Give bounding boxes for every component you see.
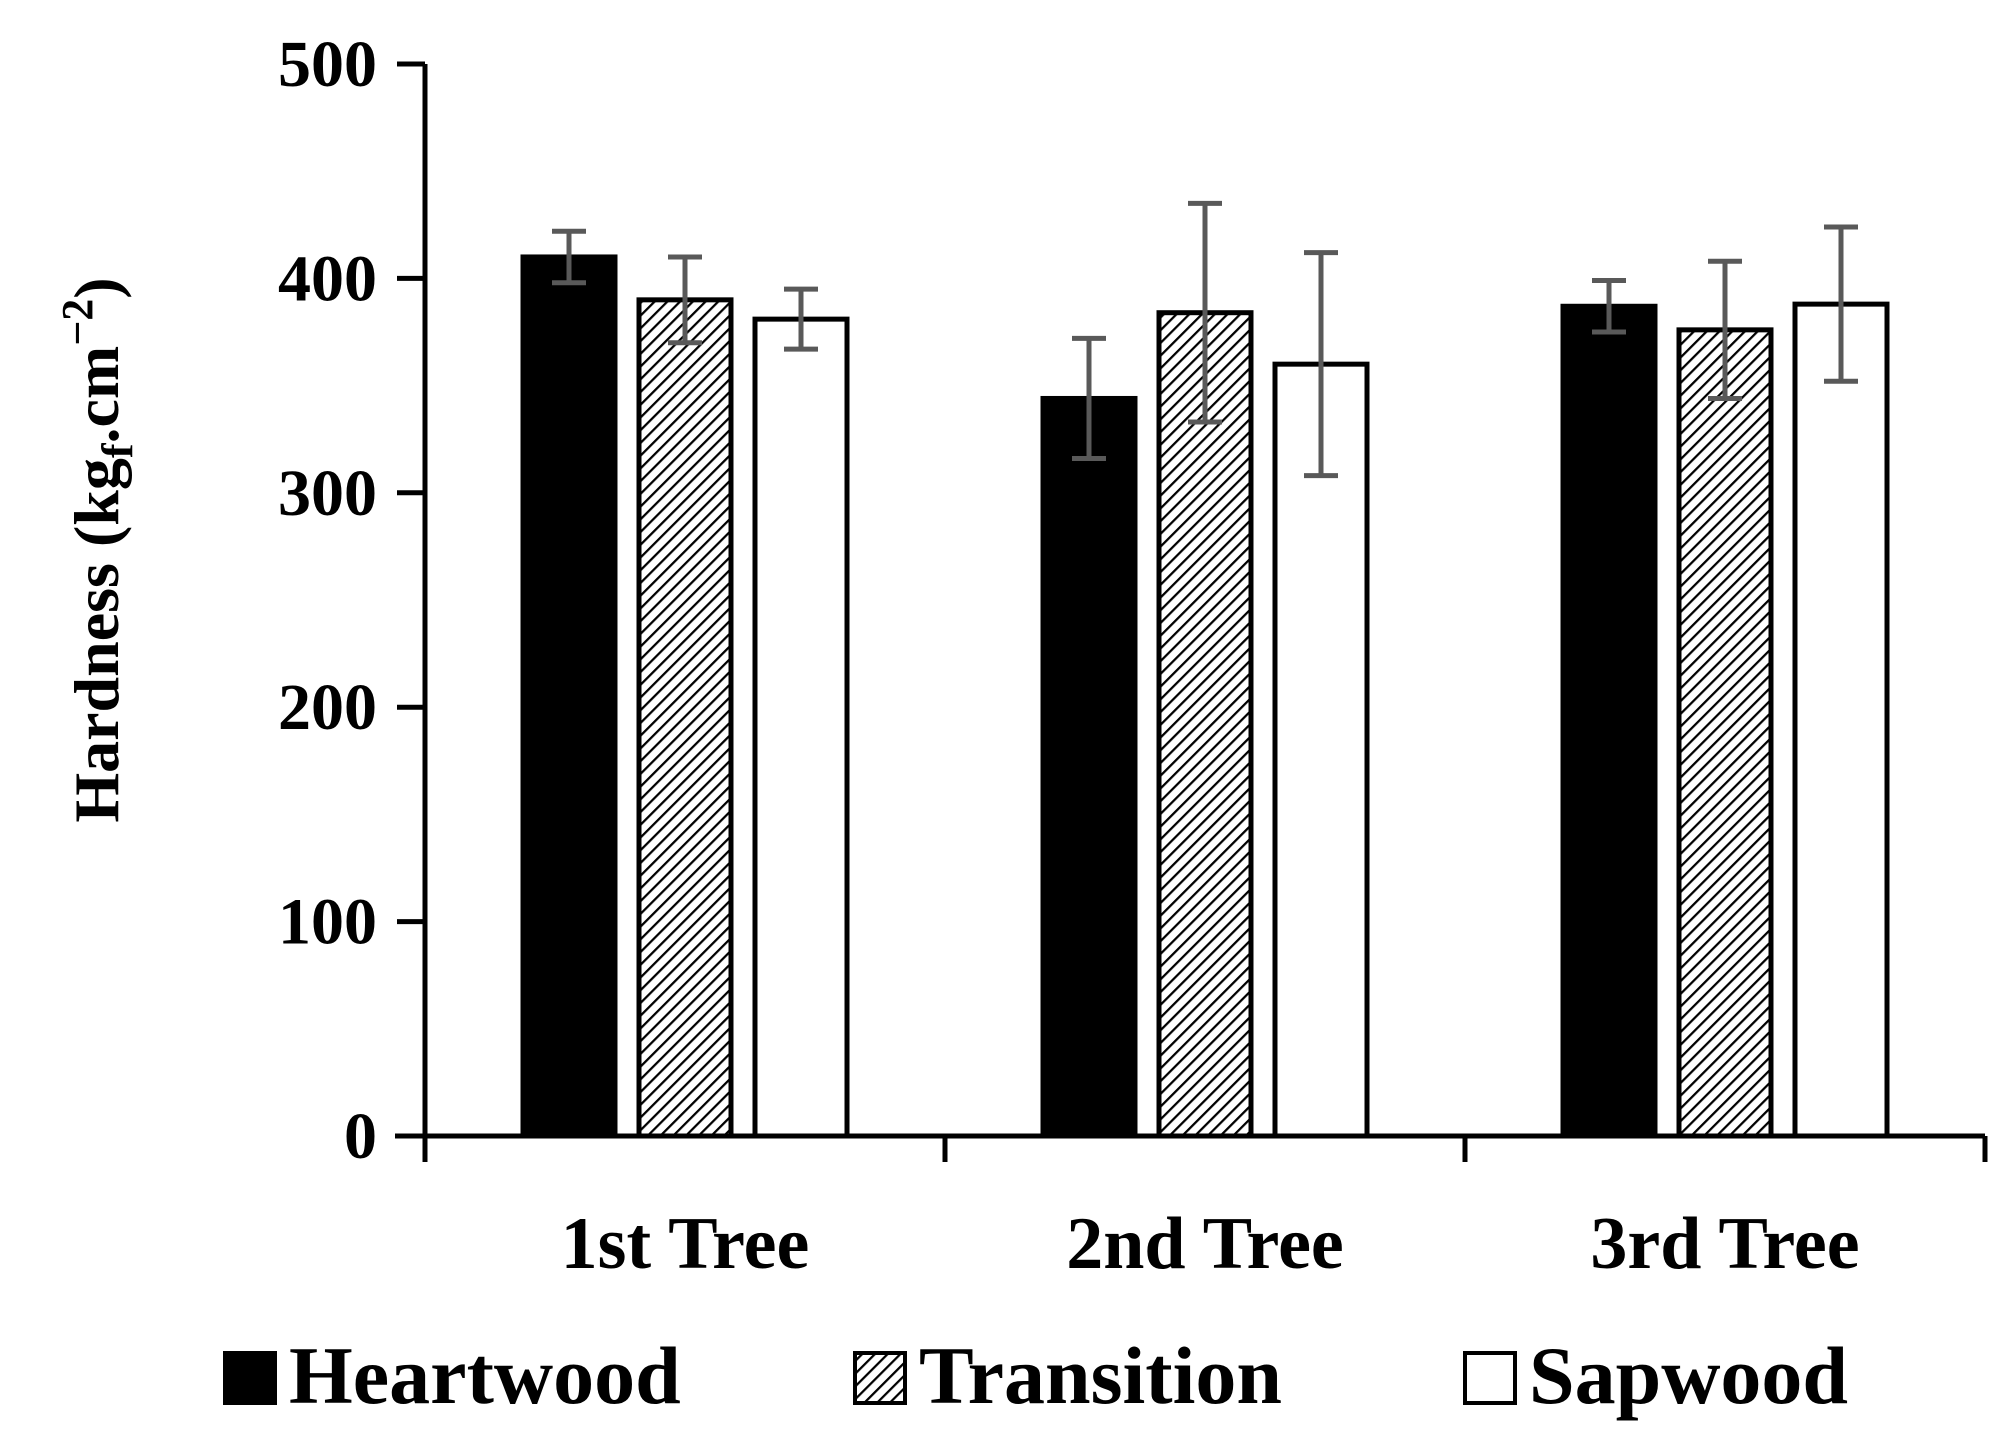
y-tick-labels: 0 100 200 300 400 500 <box>278 28 377 1173</box>
error-bar-transition-2 <box>1188 200 1222 425</box>
bar-heartwood-1 <box>520 254 618 1139</box>
legend-swatch-heartwood <box>223 1351 277 1405</box>
error-bar-transition-1 <box>668 254 702 346</box>
error-bars <box>552 200 1858 479</box>
error-bar-sapwood-1 <box>784 286 818 352</box>
bar-heartwood-2 <box>1040 395 1138 1139</box>
legend-label-transition: Transition <box>919 1330 1282 1421</box>
y-tick-label-400: 400 <box>278 242 377 315</box>
y-axis-title: Hardness (kgf.cm−2) <box>53 277 142 822</box>
legend: Heartwood Transition Sapwood <box>223 1330 1848 1421</box>
bar-transition-2 <box>1156 310 1254 1139</box>
error-bar-transition-3 <box>1708 258 1742 401</box>
legend-swatch-transition <box>853 1351 907 1405</box>
x-tick-label-2: 2nd Tree <box>1066 1203 1344 1285</box>
y-tick-label-0: 0 <box>344 1100 377 1173</box>
bar-transition-3 <box>1676 327 1774 1139</box>
legend-swatch-sapwood <box>1463 1351 1517 1405</box>
x-tick-label-1: 1st Tree <box>561 1203 810 1285</box>
x-tick-labels: 1st Tree 2nd Tree 3rd Tree <box>561 1203 1860 1285</box>
y-tick-label-100: 100 <box>278 886 377 959</box>
bar-heartwood-3 <box>1560 303 1658 1139</box>
error-bar-heartwood-1 <box>552 228 586 286</box>
error-bar-sapwood-2 <box>1304 250 1338 479</box>
bar-sapwood-2 <box>1272 361 1370 1139</box>
error-bar-sapwood-3 <box>1824 224 1858 384</box>
legend-item-sapwood: Sapwood <box>1463 1330 1848 1421</box>
bar-sapwood-1 <box>752 316 850 1139</box>
y-tick-label-200: 200 <box>278 671 377 744</box>
legend-item-heartwood: Heartwood <box>223 1330 681 1421</box>
y-tick-label-300: 300 <box>278 457 377 530</box>
x-tick-label-3: 3rd Tree <box>1590 1203 1859 1285</box>
axes <box>395 61 1988 1162</box>
error-bar-heartwood-3 <box>1592 278 1626 335</box>
legend-label-heartwood: Heartwood <box>289 1330 681 1421</box>
bar-transition-1 <box>636 297 734 1139</box>
bar-sapwood-3 <box>1792 301 1890 1139</box>
legend-item-transition: Transition <box>853 1330 1282 1421</box>
legend-label-sapwood: Sapwood <box>1529 1330 1848 1421</box>
error-bar-heartwood-2 <box>1072 335 1106 461</box>
y-tick-label-500: 500 <box>278 28 377 101</box>
